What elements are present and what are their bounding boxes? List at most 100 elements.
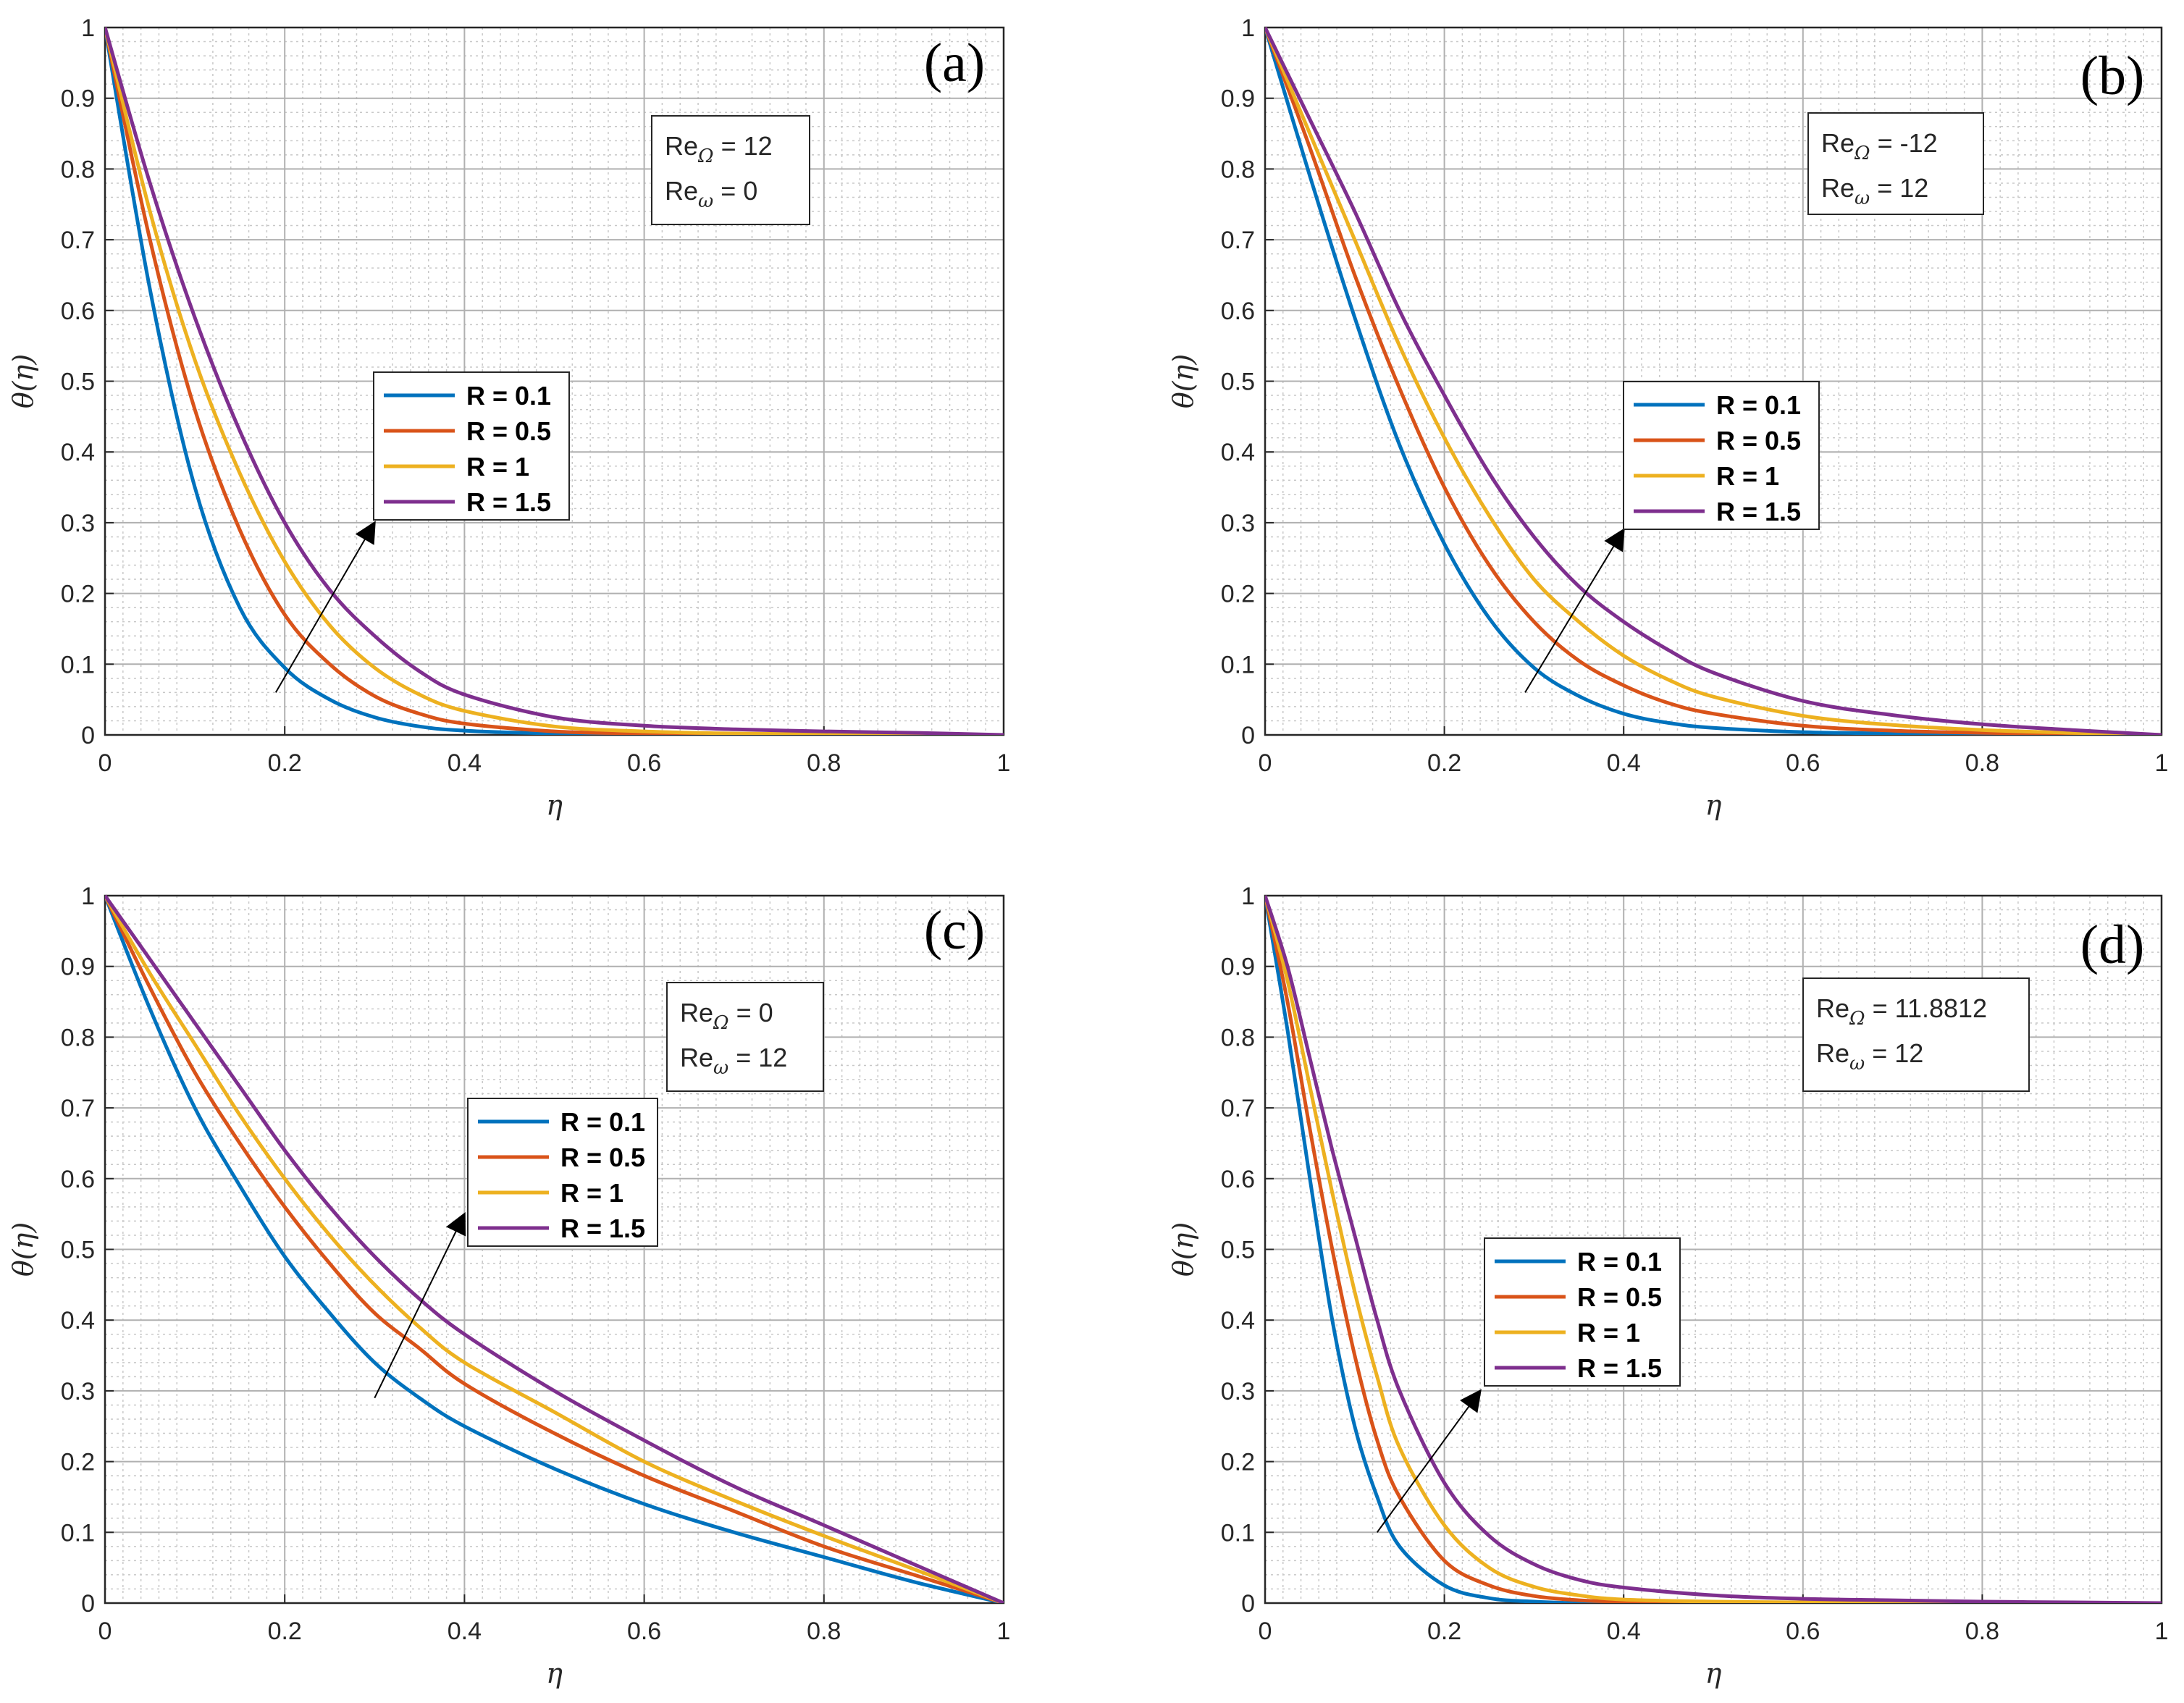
x-tick-label: 1 xyxy=(997,1618,1011,1645)
chart-panel-c: 0 0.2 0.4 0.6 0.8 1 0 0.1 0.2 0.3 0.4 0.5 0.6 0.7 0.8 0… xyxy=(7,883,1010,1689)
parameter-text: Reω = 12 xyxy=(1821,173,1928,209)
trend-arrow xyxy=(1376,1389,1482,1533)
series-line-1 xyxy=(105,27,1004,735)
trend-arrow xyxy=(1524,528,1625,693)
legend: R = 0.1 R = 0.5 R = 1 R = 1.5 xyxy=(467,1098,658,1247)
y-tick-label: 0.8 xyxy=(61,156,95,183)
x-axis-label: η xyxy=(1705,1657,1722,1689)
legend-label: R = 0.1 xyxy=(1716,390,1801,420)
y-tick-label: 0.8 xyxy=(1221,156,1255,183)
legend-label: R = 1.5 xyxy=(560,1214,645,1243)
y-tick-label: 0.7 xyxy=(61,1095,95,1122)
y-tick-label: 0.1 xyxy=(1221,651,1255,678)
panel-tag: (d) xyxy=(2080,914,2145,975)
parameter-subscript: Ω xyxy=(1854,143,1870,164)
trend-arrow xyxy=(374,1211,466,1399)
x-axis-label: η xyxy=(546,1657,563,1689)
x-tick-label: 1 xyxy=(997,749,1011,777)
parameter-text: ReΩ = 0 xyxy=(680,998,773,1034)
x-tick-label: 0.2 xyxy=(268,1618,302,1645)
y-tick-label: 1 xyxy=(81,883,95,910)
parameter-subscript: ω xyxy=(698,190,713,212)
y-tick-label: 0.2 xyxy=(61,1449,95,1476)
y-tick-label: 0.4 xyxy=(1221,439,1255,466)
y-tick-label: 0.6 xyxy=(1221,1166,1255,1193)
panel-tag: (c) xyxy=(924,900,985,961)
series-line-05 xyxy=(105,894,1004,1603)
x-tick-label: 0.8 xyxy=(1965,749,1999,777)
parameter-subscript: ω xyxy=(1849,1053,1865,1075)
parameter-subscript: Ω xyxy=(713,1012,729,1034)
parameter-base: Re xyxy=(1821,128,1855,158)
y-tick-label: 0.9 xyxy=(61,954,95,981)
series-group xyxy=(1265,26,2162,735)
y-tick-label: 0.6 xyxy=(61,1166,95,1193)
x-tick-label: 0.8 xyxy=(807,749,841,777)
x-tick-label: 0.6 xyxy=(1786,1618,1820,1645)
y-tick-label: 0.3 xyxy=(1221,1378,1255,1405)
y-tick-label: 0.7 xyxy=(61,227,95,254)
parameter-value: = -12 xyxy=(1870,128,1938,158)
y-tick-label: 0.4 xyxy=(61,439,95,466)
parameter-base: Re xyxy=(1816,993,1849,1023)
series-group xyxy=(105,27,1004,735)
legend-label: R = 0.1 xyxy=(1577,1247,1662,1277)
parameter-base: Re xyxy=(680,1043,713,1072)
panel-tag: (a) xyxy=(924,33,985,93)
parameter-subscript: ω xyxy=(1855,188,1870,209)
parameter-box xyxy=(666,982,824,1092)
trend-arrow xyxy=(274,521,376,693)
y-tick-label: 0.8 xyxy=(61,1024,95,1051)
y-tick-label: 0.7 xyxy=(1221,1095,1255,1122)
x-tick-label: 0.8 xyxy=(1965,1618,1999,1645)
parameter-base: Re xyxy=(665,131,698,161)
legend: R = 0.1 R = 0.5 R = 1 R = 1.5 xyxy=(1484,1237,1681,1387)
y-tick-label: 0.2 xyxy=(1221,1449,1255,1476)
y-tick-label: 0.9 xyxy=(1221,85,1255,113)
y-tick-label: 0 xyxy=(1241,722,1255,749)
x-tick-label: 0.4 xyxy=(1607,749,1641,777)
y-tick-label: 0.5 xyxy=(1221,1237,1255,1264)
chart-panel-b: 0 0.2 0.4 0.6 0.8 1 0 0.1 0.2 0.3 0.4 0.5 0.6 0.7 0.8 0… xyxy=(1167,14,2168,821)
y-tick-label: 0.5 xyxy=(61,369,95,396)
y-tick-label: 0.4 xyxy=(1221,1307,1255,1334)
y-tick-label: 0.6 xyxy=(61,298,95,325)
y-axis-label: θ(η) xyxy=(7,354,39,408)
y-tick-label: 0 xyxy=(81,1590,95,1618)
x-tick-label: 0.4 xyxy=(1607,1618,1641,1645)
parameter-text: Reω = 0 xyxy=(665,176,757,212)
legend-label: R = 1.5 xyxy=(1577,1353,1662,1383)
legend-label: R = 0.1 xyxy=(560,1107,645,1137)
y-tick-label: 1 xyxy=(1241,883,1255,910)
x-tick-label: 0.6 xyxy=(627,1618,661,1645)
y-tick-label: 0.1 xyxy=(61,651,95,678)
parameter-box xyxy=(651,115,810,225)
series-line-1 xyxy=(1265,895,2162,1603)
x-tick-label: 0 xyxy=(1259,749,1272,777)
y-tick-label: 0.2 xyxy=(61,581,95,608)
x-tick-label: 0 xyxy=(98,1618,112,1645)
legend-label: R = 0.5 xyxy=(1577,1282,1662,1312)
parameter-value: = 12 xyxy=(1870,173,1928,203)
legend: R = 0.1 R = 0.5 R = 1 R = 1.5 xyxy=(1623,381,1820,530)
x-tick-label: 0.4 xyxy=(448,749,482,777)
legend-label: R = 1 xyxy=(466,452,529,482)
series-line-05 xyxy=(1265,895,2162,1603)
x-axis-label: η xyxy=(1705,789,1722,821)
parameter-box xyxy=(1807,112,1984,215)
parameter-value: = 11.8812 xyxy=(1865,993,1988,1023)
y-tick-label: 0.4 xyxy=(61,1307,95,1334)
x-tick-label: 0.4 xyxy=(448,1618,482,1645)
x-tick-label: 0 xyxy=(1259,1618,1272,1645)
y-tick-label: 0.3 xyxy=(61,1378,95,1405)
parameter-text: ReΩ = 12 xyxy=(665,131,773,167)
y-tick-label: 0.9 xyxy=(1221,954,1255,981)
parameter-base: Re xyxy=(1821,173,1855,203)
parameter-box xyxy=(1802,977,2030,1092)
y-tick-label: 0 xyxy=(1241,1590,1255,1618)
parameter-value: = 12 xyxy=(1865,1038,1923,1068)
legend-label: R = 0.5 xyxy=(560,1143,645,1172)
legend-label: R = 0.5 xyxy=(466,416,551,446)
parameter-value: = 12 xyxy=(728,1043,787,1072)
